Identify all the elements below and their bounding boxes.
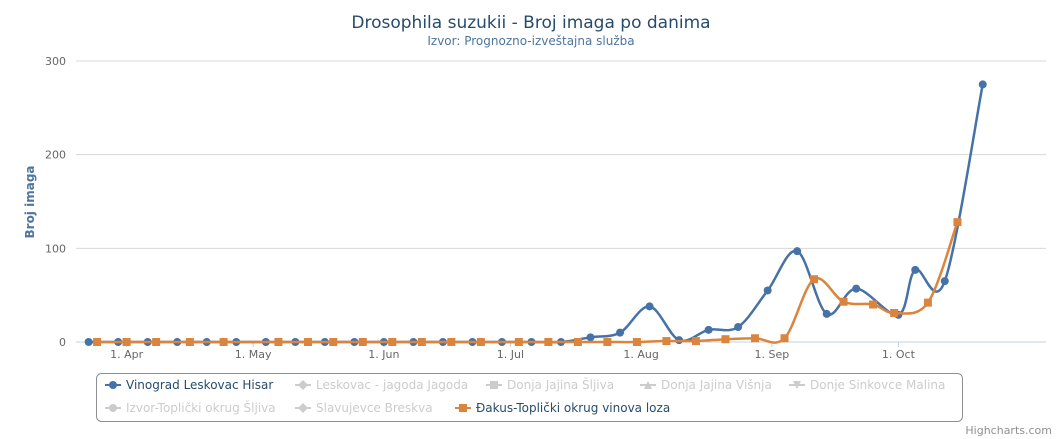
legend-item-label: Đakus-Toplički okrug vinova loza (476, 401, 670, 415)
data-point (84, 338, 93, 346)
chart-title: Drosophila suzukii - Broj imaga po danim… (351, 13, 710, 33)
legend-box (96, 373, 963, 422)
x-tick-label: 1. May (235, 348, 272, 361)
data-point (388, 338, 397, 346)
legend: Vinograd Leskovac Hisar Leskovac - jagoda… (96, 373, 963, 422)
data-point (616, 328, 625, 337)
data-point (953, 218, 962, 227)
series-group (93, 218, 962, 346)
data-point (852, 284, 861, 293)
data-point (793, 247, 802, 256)
legend-item[interactable]: Izvor-Toplički okrug Šljiva (105, 400, 276, 415)
data-point (810, 275, 819, 284)
data-point (780, 334, 789, 343)
data-point (544, 338, 553, 346)
series-layer (84, 80, 987, 346)
data-point (303, 338, 312, 346)
data-point (632, 338, 641, 346)
legend-item-label: Donja Jajina Višnja (661, 378, 772, 392)
legend-item[interactable]: Đakus-Toplički okrug vinova loza (455, 401, 670, 415)
legend-item-label: Leskovac - jagoda Jagoda (316, 378, 468, 392)
data-point (691, 337, 700, 346)
y-tick-label: 100 (45, 242, 66, 255)
data-point (978, 80, 987, 89)
legend-item-label: Donja Jajina Šljiva (507, 377, 614, 392)
legend-marker-symbol (644, 381, 652, 389)
legend-item[interactable]: Donja Jajina Višnja (640, 378, 772, 392)
legend-item[interactable]: Vinograd Leskovac Hisar (105, 378, 273, 392)
legend-marker-symbol (298, 403, 308, 413)
data-point (476, 338, 485, 346)
data-point (645, 302, 654, 311)
legend-item-label: Donje Sinkovce Malina (810, 378, 945, 392)
data-point (751, 334, 759, 343)
data-point (93, 338, 102, 346)
legend-item-label: Slavujevce Breskva (316, 401, 433, 415)
data-point (940, 277, 949, 286)
data-point (662, 337, 671, 346)
credits-link[interactable]: Highcharts.com (965, 424, 1052, 437)
legend-marker-symbol (459, 404, 467, 412)
x-tick-label: 1. Apr (110, 348, 143, 361)
data-point (890, 308, 899, 317)
data-point (152, 338, 161, 346)
data-point (185, 338, 194, 346)
legend-item[interactable]: Donja Jajina Šljiva (486, 377, 614, 392)
chart-subtitle: Izvor: Prognozno-izveštajna služba (427, 34, 634, 48)
data-point (704, 325, 713, 334)
x-tick-label: 1. Jul (497, 348, 524, 361)
x-tick-label: 1. Aug (623, 348, 658, 361)
legend-item-label: Vinograd Leskovac Hisar (126, 378, 273, 392)
data-point (586, 333, 595, 342)
legend-marker-symbol (298, 380, 308, 390)
data-point (447, 338, 456, 346)
legend-item[interactable]: Slavujevce Breskva (295, 401, 433, 415)
data-point (911, 265, 920, 274)
legend-marker-symbol (490, 381, 498, 389)
legend-item[interactable]: Leskovac - jagoda Jagoda (295, 378, 468, 392)
x-tick-label: 1. Jun (368, 348, 399, 361)
data-point (822, 309, 831, 318)
legend-item[interactable]: Donje Sinkovce Malina (789, 378, 945, 392)
legend-marker-symbol (109, 404, 117, 412)
legend-marker-symbol (109, 381, 117, 389)
data-point (122, 338, 131, 346)
data-point (721, 335, 730, 344)
y-tick-label: 0 (59, 336, 66, 349)
y-tick-label: 300 (45, 55, 66, 68)
data-point (839, 297, 848, 306)
data-point (603, 338, 612, 346)
data-point (274, 338, 283, 346)
x-tick-label: 1. Oct (882, 348, 916, 361)
data-point (329, 338, 338, 346)
x-tick-label: 1. Sep (755, 348, 790, 361)
legend-item-label: Izvor-Toplički okrug Šljiva (126, 400, 276, 415)
data-point (573, 338, 582, 346)
axis-layer: 1. Apr 1. May 1. Jun 1. Jul 1. Aug 1. Sep 1. O… (110, 342, 916, 361)
data-point (514, 338, 523, 346)
data-point (763, 286, 772, 295)
data-point (417, 338, 426, 346)
data-point (219, 338, 228, 346)
data-point (923, 298, 932, 307)
data-point (734, 323, 743, 332)
legend-marker-symbol (793, 381, 801, 389)
y-axis-title: Broj imaga (23, 165, 37, 238)
y-tick-label: 200 (45, 149, 66, 162)
data-point (869, 300, 878, 309)
data-point (358, 338, 367, 346)
